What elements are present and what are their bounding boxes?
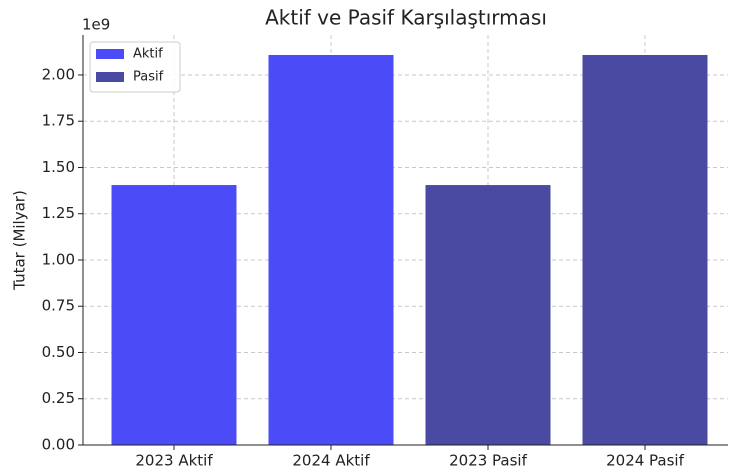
y-tick-label: 0.00 xyxy=(42,436,75,454)
y-tick-label: 1.25 xyxy=(42,204,75,222)
legend-label: Aktif xyxy=(133,47,163,62)
y-tick-label: 1.75 xyxy=(42,112,75,130)
offset-label: 1e9 xyxy=(82,16,110,34)
y-tick-label: 2.00 xyxy=(42,65,75,83)
x-tick-label: 2024 Aktif xyxy=(292,452,370,470)
bar xyxy=(111,185,237,446)
bar xyxy=(582,54,708,446)
bar xyxy=(425,185,551,446)
y-tick-label: 0.75 xyxy=(42,297,75,315)
x-tick-label: 2024 Pasif xyxy=(606,452,684,470)
chart-title: Aktif ve Pasif Karşılaştırması xyxy=(265,6,547,30)
y-tick-label: 1.00 xyxy=(42,250,75,268)
legend-swatch xyxy=(96,72,124,82)
legend-swatch xyxy=(96,49,124,59)
bar xyxy=(268,54,394,446)
legend-label: Pasif xyxy=(133,70,164,85)
y-tick-label: 0.25 xyxy=(42,389,75,407)
x-tick-label: 2023 Aktif xyxy=(135,452,213,470)
x-tick-label: 2023 Pasif xyxy=(449,452,527,470)
y-tick-label: 1.50 xyxy=(42,158,75,176)
y-tick-label: 0.50 xyxy=(42,343,75,361)
y-axis-label: Tutar (Milyar) xyxy=(11,190,29,291)
